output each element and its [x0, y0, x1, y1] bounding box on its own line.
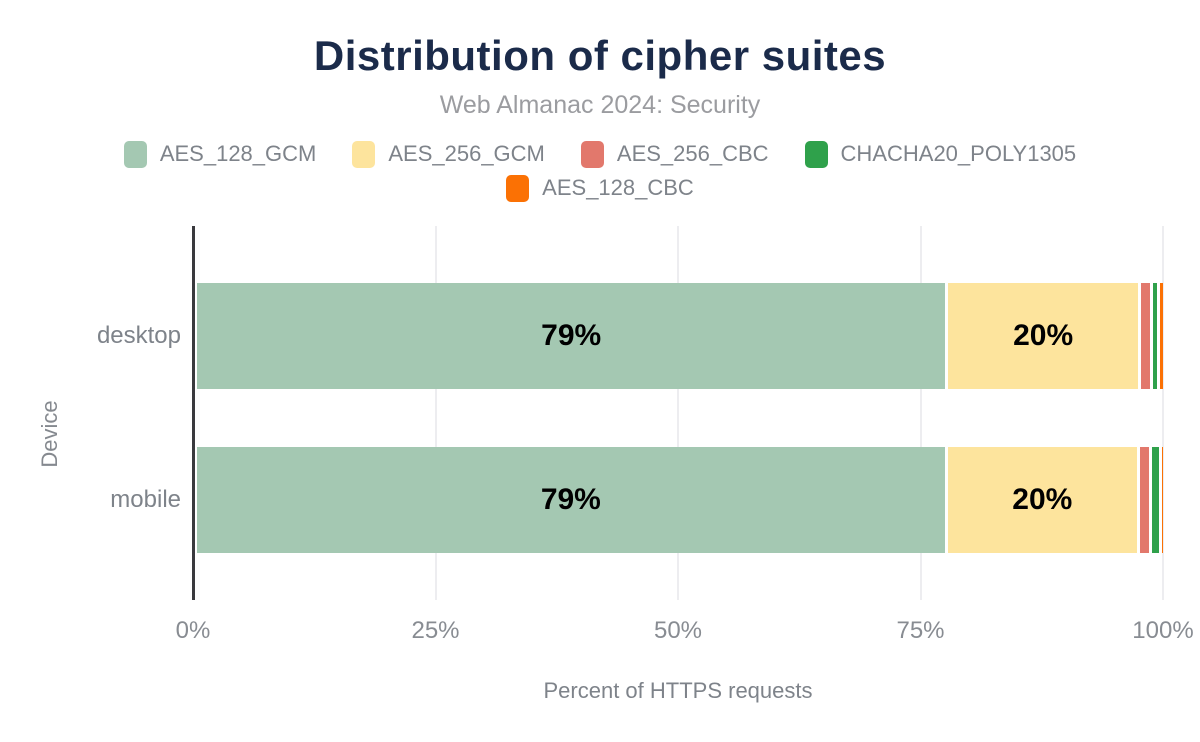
legend-item-aes_128_cbc[interactable]: AES_128_CBC	[506, 173, 694, 203]
bar-segment-aes_256_gcm-desktop[interactable]: 20%	[948, 283, 1138, 389]
x-tick-label: 50%	[653, 617, 703, 644]
legend-item-aes_256_gcm[interactable]: AES_256_GCM	[352, 139, 545, 169]
bar-value-label: 20%	[1012, 483, 1073, 516]
y-axis-line	[192, 226, 195, 600]
bar-value-label: 20%	[1013, 319, 1074, 352]
x-tick-label: 25%	[411, 617, 460, 644]
x-tick-label: 0%	[175, 617, 211, 644]
category-label-mobile: mobile	[110, 486, 181, 513]
legend-swatch-icon	[506, 174, 530, 202]
legend-swatch-icon	[123, 140, 147, 168]
bar-segment-chacha20_poly1305-mobile[interactable]	[1152, 447, 1160, 553]
chart-subtitle: Web Almanac 2024: Security	[439, 91, 761, 119]
bar-segment-aes_128_gcm-desktop[interactable]: 79%	[197, 283, 946, 389]
chart-title: Distribution of cipher suites	[313, 32, 887, 79]
legend-label: CHACHA20_POLY1305	[840, 141, 1077, 166]
bar-value-label: 79%	[540, 483, 601, 516]
legend-label: AES_256_GCM	[388, 141, 545, 166]
category-label-desktop: desktop	[96, 322, 181, 349]
x-tick-label: 75%	[896, 617, 945, 644]
bar-segment-aes_128_cbc-desktop[interactable]	[1160, 283, 1163, 389]
bar-segment-aes_256_gcm-mobile[interactable]: 20%	[947, 447, 1137, 553]
x-axis-title: Percent of HTTPS requests	[543, 678, 813, 703]
bar-segment-chacha20_poly1305-desktop[interactable]	[1153, 283, 1158, 389]
legend-label: AES_128_GCM	[159, 141, 317, 166]
bar-segment-aes_256_cbc-desktop[interactable]	[1140, 283, 1151, 389]
legend-swatch-icon	[580, 140, 604, 168]
x-tick-label: 100%	[1132, 617, 1194, 644]
legend-swatch-icon	[352, 140, 376, 168]
legend-label: AES_128_CBC	[542, 175, 694, 200]
legend-item-aes_256_cbc[interactable]: AES_256_CBC	[580, 139, 769, 169]
bar-segment-aes_256_cbc-mobile[interactable]	[1139, 447, 1150, 553]
gridline	[677, 226, 679, 600]
bar-segment-aes_128_gcm-mobile[interactable]: 79%	[197, 447, 945, 553]
plot-area: 79% 20% 79% 20%	[192, 226, 1164, 600]
legend: AES_128_GCM AES_256_GCM AES_256_CBC CHACHA2…	[50, 139, 1150, 203]
legend-item-aes_128_gcm[interactable]: AES_128_GCM	[123, 139, 317, 169]
legend-label: AES_256_CBC	[616, 141, 769, 166]
bar-segment-aes_128_cbc-mobile[interactable]	[1162, 447, 1163, 553]
gridline	[1162, 226, 1164, 600]
bar-row-mobile: 79% 20%	[197, 447, 1163, 553]
bar-row-desktop: 79% 20%	[197, 283, 1163, 389]
legend-item-chacha20_poly1305[interactable]: CHACHA20_POLY1305	[804, 139, 1077, 169]
bar-value-label: 79%	[541, 319, 602, 352]
gridline	[919, 226, 922, 600]
legend-swatch-icon	[804, 140, 828, 168]
gridline	[434, 226, 437, 600]
y-axis-title: Device	[37, 400, 62, 468]
